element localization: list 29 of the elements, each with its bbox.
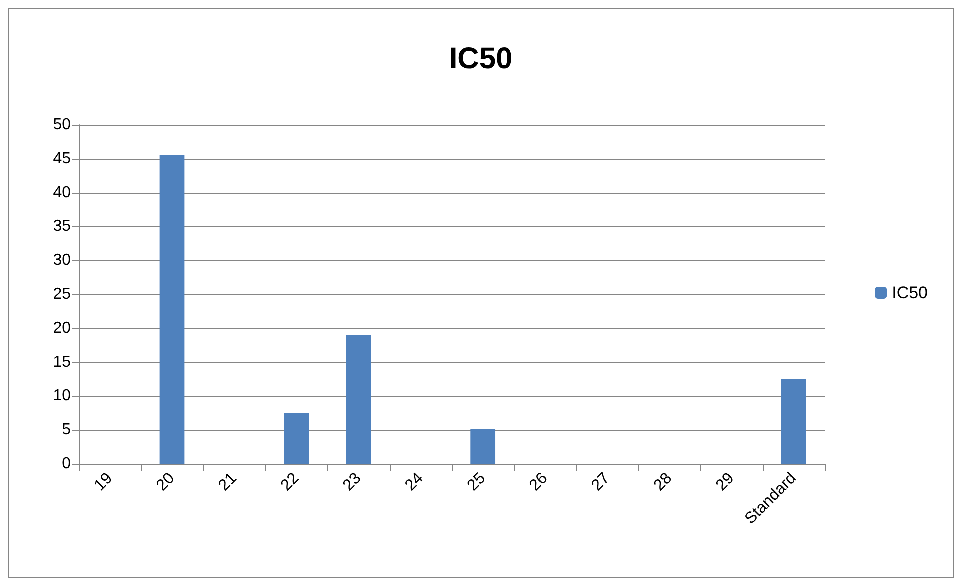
y-tick-label: 25 [53, 286, 72, 303]
chart-title: IC50 [449, 42, 513, 76]
x-tick-label: 25 [464, 470, 490, 495]
y-tick-label: 10 [53, 388, 72, 405]
y-tick-label: 45 [53, 150, 72, 168]
bar [781, 379, 806, 464]
x-tick-label: 24 [402, 470, 428, 495]
x-tick-label: 19 [92, 470, 116, 495]
bar [284, 413, 310, 464]
bar [470, 429, 496, 464]
y-tick-label: 40 [53, 184, 72, 202]
y-tick-label: 35 [53, 218, 72, 236]
x-tick-label: 29 [713, 470, 738, 495]
y-tick-label: 30 [53, 252, 72, 270]
y-tick-label: 15 [53, 354, 72, 371]
x-tick-label: 27 [588, 470, 614, 495]
y-tick-label: 0 [62, 456, 72, 472]
y-tick-label: 5 [62, 422, 72, 439]
x-tick-label: 28 [651, 470, 676, 495]
y-tick-label: 20 [53, 320, 72, 337]
x-tick-label: 21 [216, 470, 241, 495]
bar [346, 335, 372, 464]
x-tick-label: 22 [278, 470, 303, 495]
x-tick-label: 26 [526, 470, 552, 495]
x-tick-label: 23 [340, 470, 365, 495]
x-tick-label: 20 [154, 470, 178, 495]
legend-label: IC50 [892, 284, 928, 302]
y-tick-label: 50 [53, 116, 72, 134]
bar [160, 156, 185, 464]
